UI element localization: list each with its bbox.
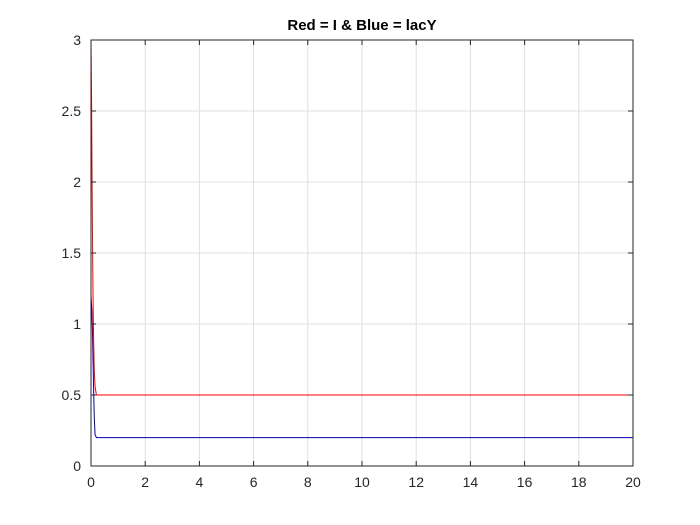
x-tick-label: 2 [141, 474, 149, 490]
x-tick-label: 14 [463, 474, 479, 490]
y-tick-label: 2.5 [62, 103, 82, 119]
grid [91, 40, 633, 466]
chart-title: Red = I & Blue = lacY [287, 17, 436, 34]
x-tick-label: 16 [517, 474, 533, 490]
x-tick-label: 8 [304, 474, 312, 490]
y-tick-label: 1.5 [62, 245, 82, 261]
y-tick-label: 0.5 [62, 387, 82, 403]
y-tick-label: 0 [73, 458, 81, 474]
x-tick-label: 10 [354, 474, 370, 490]
x-tick-label: 4 [196, 474, 204, 490]
y-tick-label: 1 [73, 316, 81, 332]
x-tick-label: 0 [87, 474, 95, 490]
series-line-2 [90, 295, 633, 439]
x-tick-label: 18 [571, 474, 587, 490]
y-tick-label: 2 [73, 174, 81, 190]
x-tick-label: 20 [625, 474, 641, 490]
y-tick-label: 3 [73, 32, 81, 48]
x-tick-label: 6 [250, 474, 258, 490]
ticks: 0 2 4 6 8 10 12 14 16 18 20 0 0.5 1 1.5 2 2.5 3 [62, 32, 641, 490]
x-tick-label: 12 [408, 474, 424, 490]
